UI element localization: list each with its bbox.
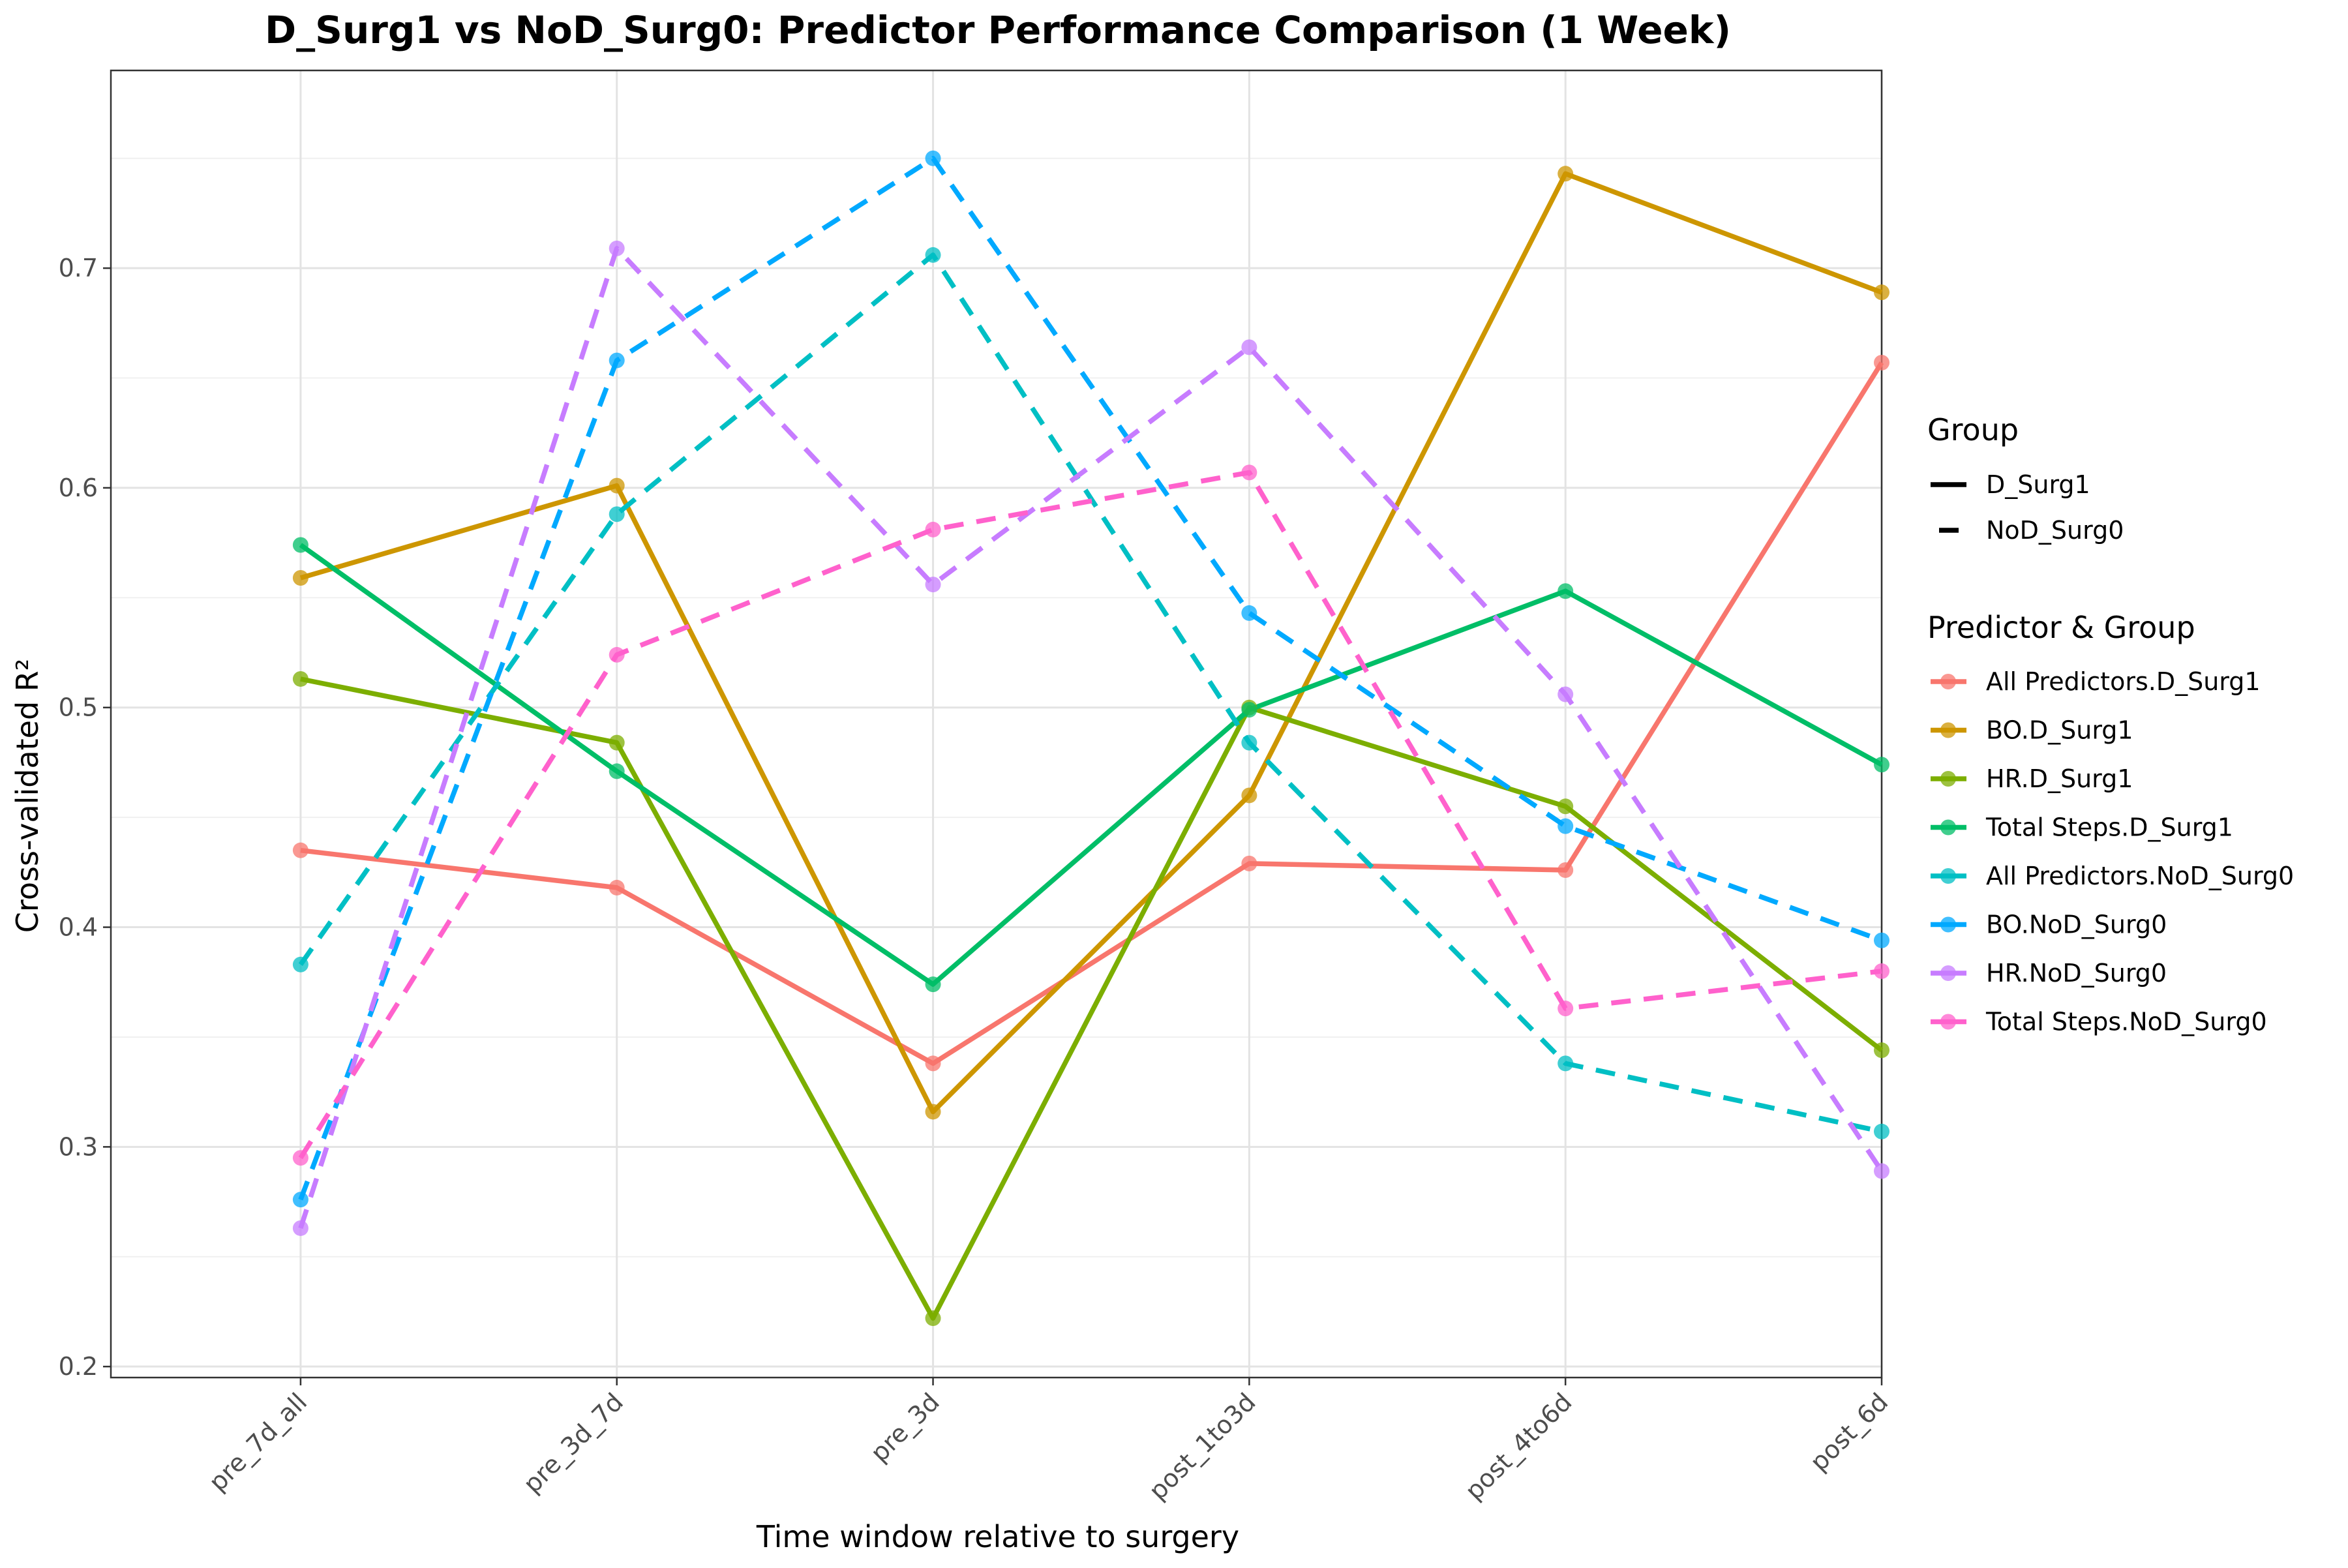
legend-label: HR.NoD_Surg0 bbox=[1986, 959, 2167, 988]
data-point bbox=[1558, 166, 1574, 182]
plot-area: 0.2 0.3 0.4 0.5 0.6 0.7 pre_7d_all pre_3d_7d pre… bbox=[59, 69, 1894, 1505]
data-point bbox=[1558, 583, 1574, 599]
legend-label: BO.NoD_Surg0 bbox=[1986, 911, 2167, 939]
series-line bbox=[299, 171, 1883, 1115]
legend-key-point bbox=[1940, 674, 1956, 689]
data-point bbox=[1874, 354, 1889, 370]
legend-title: Predictor & Group bbox=[1927, 610, 2195, 645]
x-tick-label: post_4to6d bbox=[1460, 1387, 1578, 1505]
legend-label: Total Steps.D_Surg1 bbox=[1985, 813, 2233, 842]
data-point bbox=[1874, 284, 1889, 301]
legend-key-point bbox=[1940, 916, 1956, 933]
data-point bbox=[925, 521, 941, 537]
data-point bbox=[925, 577, 941, 593]
data-point bbox=[1241, 605, 1257, 621]
data-point bbox=[1874, 963, 1889, 979]
chart-title: D_Surg1 vs NoD_Surg0: Predictor Performa… bbox=[265, 8, 1731, 52]
legend-label: All Predictors.D_Surg1 bbox=[1986, 667, 2261, 696]
legend-title: Group bbox=[1927, 412, 2019, 447]
legend-key-point bbox=[1940, 722, 1956, 738]
data-point bbox=[609, 506, 625, 522]
data-point bbox=[1874, 1163, 1889, 1179]
data-point bbox=[1558, 1001, 1574, 1017]
y-tick-label: 0.3 bbox=[59, 1132, 98, 1161]
data-point bbox=[1558, 818, 1574, 834]
legend-label: BO.D_Surg1 bbox=[1986, 716, 2133, 745]
data-point bbox=[1241, 855, 1257, 871]
data-point bbox=[609, 646, 625, 663]
y-tick-label: 0.4 bbox=[59, 913, 98, 942]
x-axis-title: Time window relative to surgery bbox=[756, 1519, 1239, 1554]
plot-background bbox=[111, 70, 1882, 1378]
data-point bbox=[292, 842, 309, 858]
legend: Group D_Surg1 NoD_Surg0 Predictor & Group Al… bbox=[1927, 412, 2294, 1036]
plot-border bbox=[110, 69, 1883, 1379]
legend-label: All Predictors.NoD_Surg0 bbox=[1986, 862, 2294, 890]
data-point bbox=[292, 956, 309, 972]
data-point bbox=[1241, 734, 1257, 751]
x-tick-label: pre_7d_all bbox=[203, 1387, 313, 1497]
data-point bbox=[1874, 932, 1889, 948]
data-point bbox=[925, 1055, 941, 1072]
y-tick-label: 0.6 bbox=[59, 474, 98, 502]
x-tick-label: pre_3d_7d bbox=[518, 1387, 629, 1498]
data-point bbox=[292, 570, 309, 586]
x-tick-label: post_6d bbox=[1805, 1387, 1894, 1477]
data-point bbox=[1874, 1123, 1889, 1139]
data-point bbox=[925, 1104, 941, 1120]
data-point bbox=[609, 352, 625, 369]
y-tick-label: 0.2 bbox=[59, 1352, 98, 1381]
legend-label: Total Steps.NoD_Surg0 bbox=[1985, 1008, 2267, 1036]
legend-key-point bbox=[1940, 1014, 1956, 1030]
y-tick-label: 0.7 bbox=[59, 254, 98, 282]
data-point bbox=[292, 1220, 309, 1236]
data-point bbox=[609, 477, 625, 494]
data-point bbox=[1874, 1042, 1889, 1059]
x-tick-label: pre_3d bbox=[865, 1387, 945, 1468]
series-line bbox=[298, 155, 1883, 1201]
data-point bbox=[1558, 686, 1574, 702]
legend-label: NoD_Surg0 bbox=[1986, 516, 2124, 545]
legend-key-point bbox=[1940, 868, 1956, 884]
legend-key-point bbox=[1940, 771, 1956, 787]
legend-key-point bbox=[1940, 819, 1956, 836]
data-point bbox=[292, 1150, 309, 1166]
data-point bbox=[1558, 798, 1574, 815]
series-line bbox=[300, 361, 1884, 1066]
legend-key-point bbox=[1940, 965, 1956, 981]
data-point bbox=[1558, 1055, 1574, 1072]
data-point bbox=[925, 247, 941, 263]
data-point bbox=[609, 879, 625, 896]
data-point bbox=[1874, 757, 1889, 773]
series-line bbox=[298, 470, 1882, 1160]
data-point bbox=[1241, 787, 1257, 804]
data-point bbox=[1241, 702, 1257, 718]
data-point bbox=[292, 1192, 309, 1208]
data-point bbox=[292, 537, 309, 553]
data-point bbox=[925, 150, 941, 166]
data-point bbox=[609, 240, 625, 256]
data-point bbox=[292, 671, 309, 687]
x-tick-label: post_1to3d bbox=[1143, 1387, 1261, 1505]
data-point bbox=[1241, 339, 1257, 355]
y-tick-label: 0.5 bbox=[59, 693, 98, 722]
series-line bbox=[299, 543, 1883, 987]
data-point bbox=[925, 1310, 941, 1327]
data-point bbox=[609, 734, 625, 751]
legend-label: D_Surg1 bbox=[1986, 470, 2090, 499]
data-point bbox=[1241, 464, 1257, 481]
data-point bbox=[609, 763, 625, 779]
y-axis-title: Cross-validated R² bbox=[10, 659, 45, 933]
series-line bbox=[298, 246, 1884, 1229]
data-point bbox=[925, 976, 941, 993]
data-point bbox=[1558, 862, 1574, 878]
legend-label: HR.D_Surg1 bbox=[1986, 764, 2133, 793]
